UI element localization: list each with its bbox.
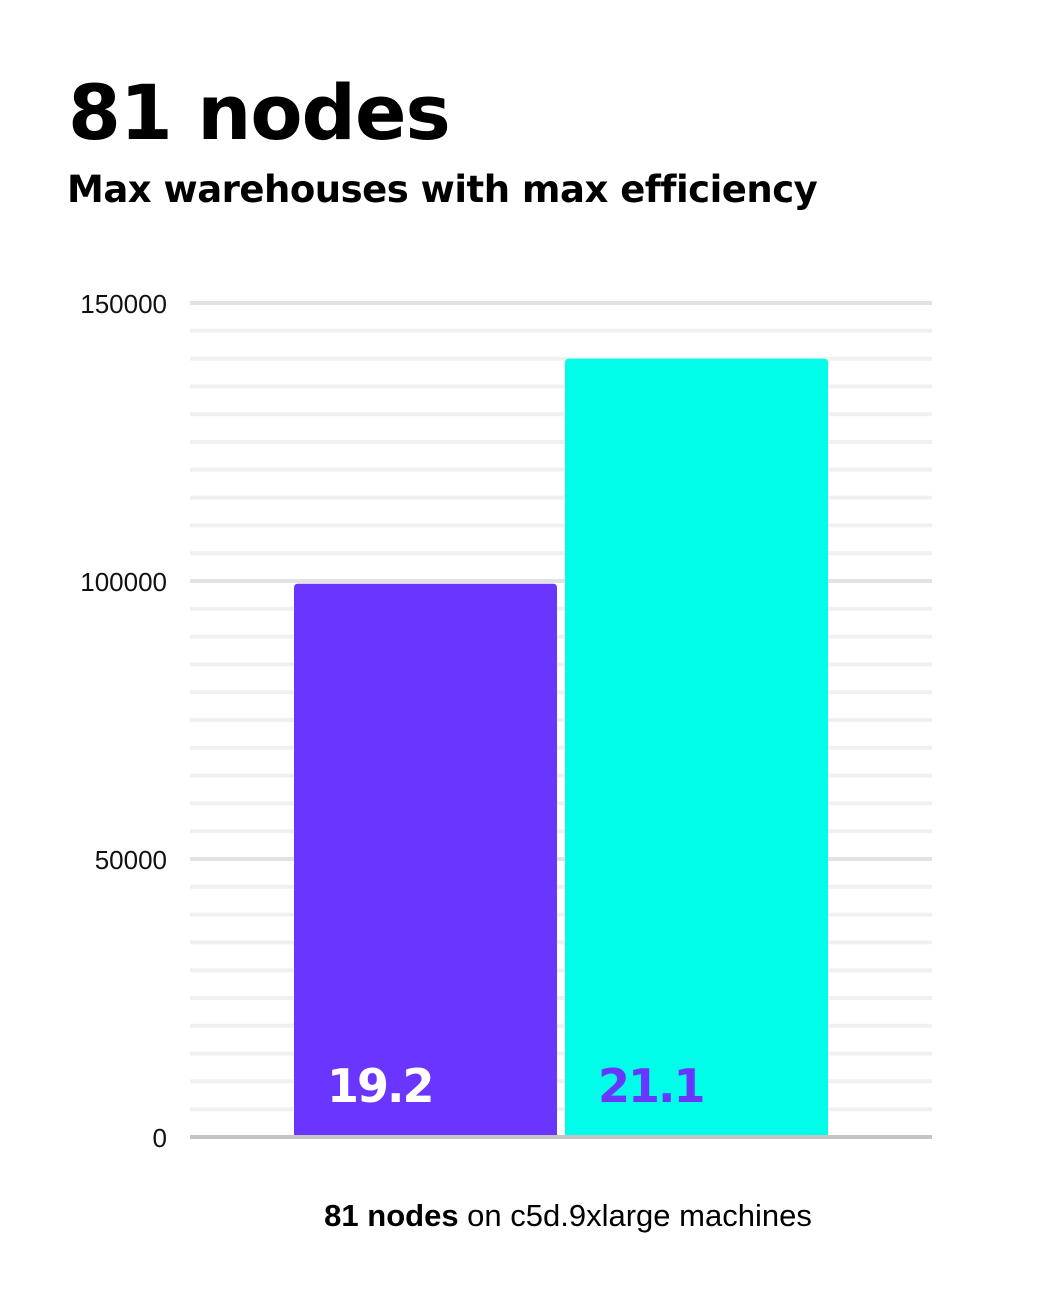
- bar-data-label: 21.1: [598, 1059, 704, 1113]
- chart-subtitle: Max warehouses with max efficiency: [67, 168, 818, 211]
- y-tick-label: 150000: [80, 289, 167, 319]
- bar: [565, 358, 828, 1136]
- x-axis-label: 81 nodes on c5d.9xlarge machines: [0, 1198, 1042, 1234]
- x-axis-label-rest: on c5d.9xlarge machines: [458, 1198, 812, 1233]
- y-tick-label: 50000: [95, 845, 167, 875]
- bar-data-label: 19.2: [327, 1059, 433, 1113]
- y-tick-label: 0: [153, 1123, 167, 1153]
- bar: [294, 583, 557, 1135]
- x-axis-label-bold: 81 nodes: [324, 1198, 459, 1233]
- chart-title: 81 nodes: [68, 68, 451, 157]
- y-tick-label: 100000: [80, 567, 167, 597]
